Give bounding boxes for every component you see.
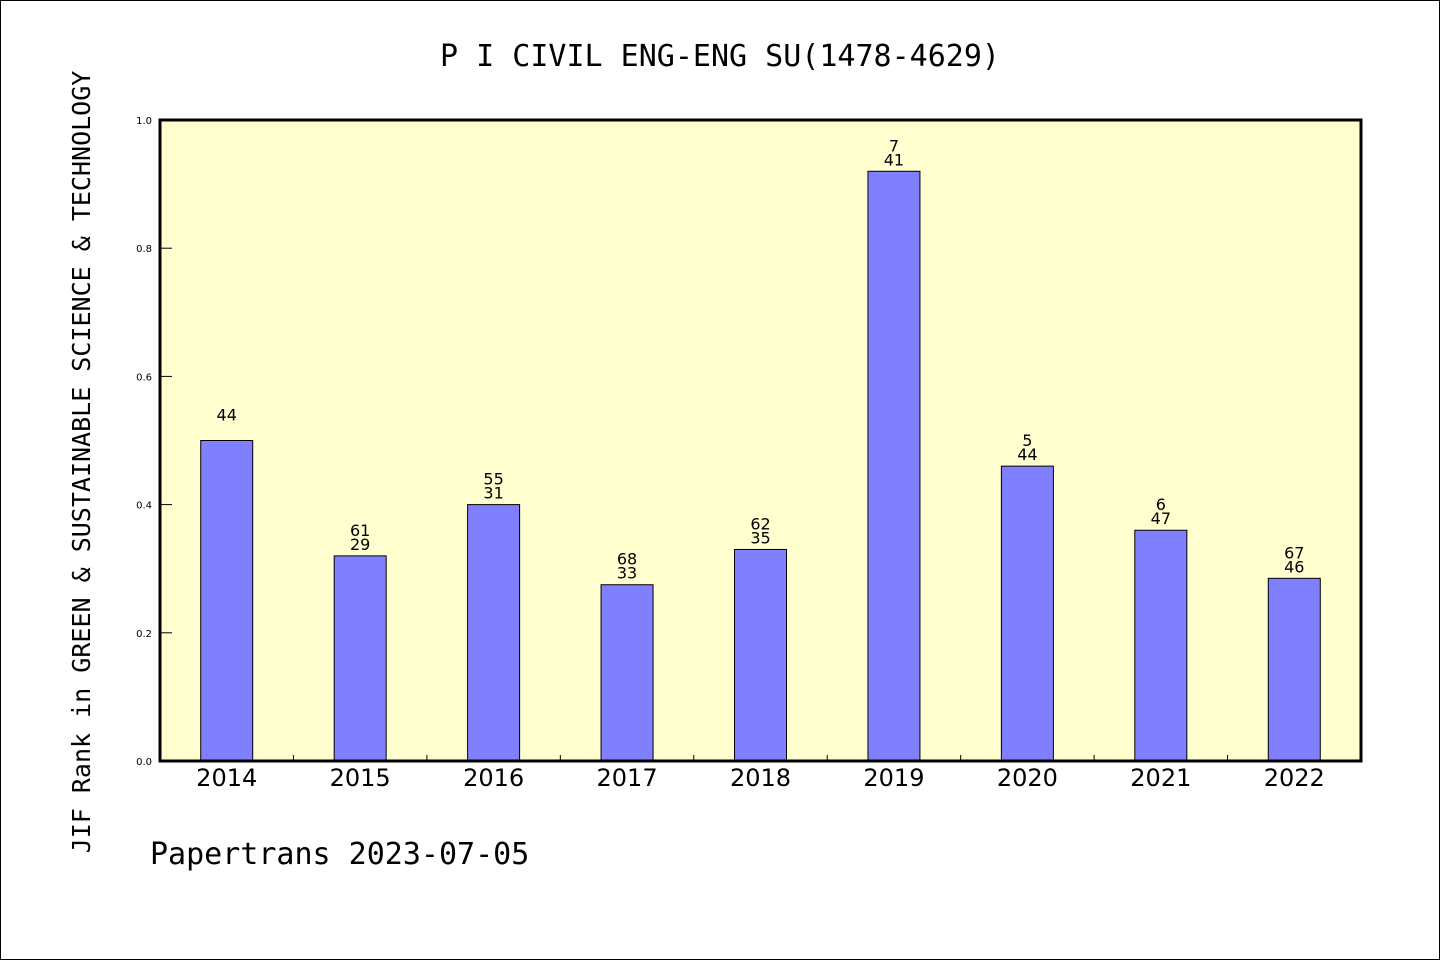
bar-2014	[200, 440, 254, 762]
y-tick-label: 0.8	[136, 244, 152, 255]
bar-label-top: 62	[750, 514, 770, 533]
bar-2017	[600, 584, 654, 762]
x-tick-label: 2020	[997, 764, 1058, 792]
y-tick-label: 0.6	[136, 372, 152, 383]
bar-label-bottom: 44	[1017, 445, 1037, 464]
x-tick-label: 2017	[597, 764, 658, 792]
bar-label-bottom: 29	[350, 535, 370, 554]
x-tick-label: 2021	[1130, 764, 1191, 792]
bar-label-bottom: 31	[483, 484, 503, 503]
bar-2020	[1000, 465, 1054, 762]
bar-label-bottom: 35	[750, 528, 770, 547]
footer-text: Papertrans 2023-07-05	[150, 837, 529, 872]
x-tick-label: 2022	[1264, 764, 1325, 792]
bar-label-bottom: 41	[884, 150, 904, 169]
chart-title: P I CIVIL ENG-ENG SU(1478-4629)	[440, 39, 1000, 74]
bar-label-top: 5	[1022, 431, 1032, 450]
bar-2021	[1134, 529, 1188, 762]
bar-2019	[867, 170, 921, 762]
plot-border	[158, 118, 1363, 763]
bars: 4420146129201555312016683320176235201874…	[196, 136, 1325, 792]
bar-2022	[1267, 577, 1321, 762]
bar-label-top: 67	[1284, 543, 1304, 562]
bar-2018	[734, 548, 787, 762]
x-tick-label: 2015	[330, 764, 391, 792]
bar-label-top: 7	[889, 136, 899, 155]
bar-label-bottom: 33	[617, 564, 637, 583]
bar-2015	[333, 555, 387, 762]
bar-label-bottom: 46	[1284, 557, 1304, 576]
x-tick-label: 2016	[463, 764, 524, 792]
bar-label-top: 61	[350, 521, 370, 540]
bar-label-top: 68	[617, 550, 637, 569]
x-tick-label: 2014	[196, 764, 257, 792]
y-tick-label: 0.4	[136, 501, 152, 512]
y-tick-label: 0.0	[136, 757, 152, 768]
bar-label-bottom: 47	[1151, 509, 1171, 528]
y-tick-label: 0.2	[136, 629, 152, 640]
y-tick-label: 1.0	[136, 116, 152, 127]
axis-ticks: 0.0 0.2 0.4 0.6 0.8 1.0	[136, 116, 1229, 768]
y-axis-label: JIF Rank in GREEN & SUSTAINABLE SCIENCE …	[67, 71, 96, 854]
bar-2016	[467, 504, 521, 762]
x-tick-label: 2019	[863, 764, 924, 792]
x-tick-label: 2018	[730, 764, 791, 792]
bar-label-top: 6	[1156, 495, 1166, 514]
bar-label-top: 55	[483, 470, 503, 489]
bar-label-bottom: 44	[217, 406, 237, 425]
